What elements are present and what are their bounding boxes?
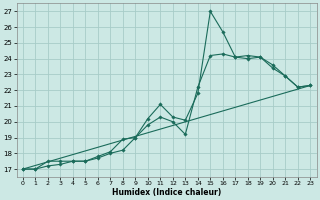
X-axis label: Humidex (Indice chaleur): Humidex (Indice chaleur) (112, 188, 221, 197)
